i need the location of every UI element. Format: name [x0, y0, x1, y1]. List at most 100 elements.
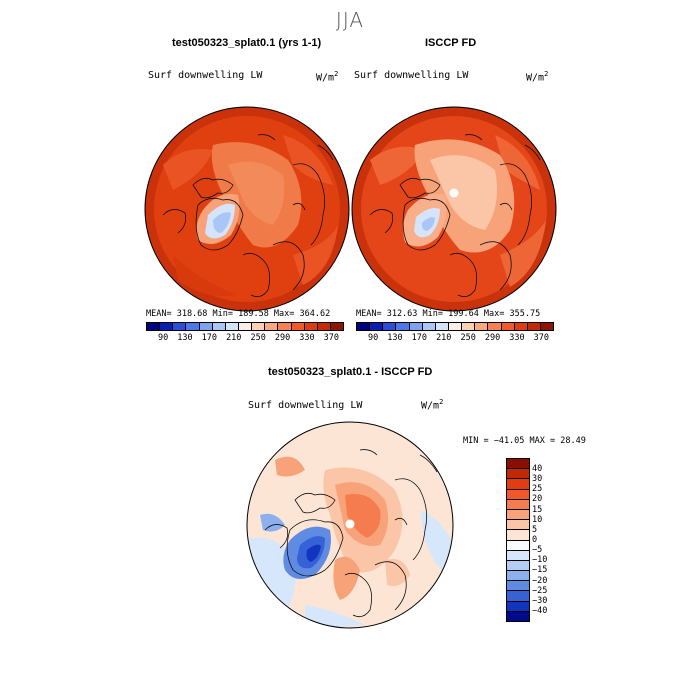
colorbar-swatch: [507, 469, 529, 480]
colorbar-swatch: [278, 323, 292, 330]
colorbar-swatch: [507, 571, 529, 582]
colorbar-swatch: [160, 323, 174, 330]
colorbar-swatch: [540, 323, 554, 330]
colorbar-right: 90 130 170 210 250 290 330 370: [356, 322, 554, 343]
colorbar-swatch: [507, 611, 529, 621]
colorbar-difference-ticks: 40 30 25 20 15 10 5 0 −5 −10 −15 −20 −25 −30 −40: [532, 464, 547, 616]
panel-left-units: W/m2: [316, 70, 339, 84]
colorbar-swatch: [252, 323, 266, 330]
colorbar-swatch: [507, 459, 529, 470]
colorbar-tick-label: 130: [177, 333, 193, 343]
panel-left-variable-label: Surf downwelling LW: [148, 70, 263, 81]
colorbar-right-ticks: 90 130 170 210 250 290 330 370: [368, 333, 549, 343]
colorbar-swatch: [507, 581, 529, 592]
colorbar-left: 90 130 170 210 250 290 330 370: [146, 322, 344, 343]
panel-left-title: test050323_splat0.1 (yrs 1-1): [172, 37, 322, 49]
panel-left-stats: MEAN= 318.68 Min= 189.58 Max= 364.62: [146, 309, 331, 319]
colorbar-swatch: [173, 323, 187, 330]
colorbar-swatch: [330, 323, 344, 330]
diff-panel-stats: MIN = −41.05 MAX = 28.49: [463, 436, 586, 446]
colorbar-tick-label: 30: [532, 474, 543, 485]
colorbar-tick-label: −5: [532, 545, 543, 556]
colorbar-swatch: [507, 601, 529, 612]
colorbar-tick-label: 40: [532, 464, 543, 474]
colorbar-swatch: [507, 530, 529, 541]
colorbar-swatch: [409, 323, 423, 330]
colorbar-swatch: [514, 323, 528, 330]
colorbar-swatch: [501, 323, 515, 330]
colorbar-swatch: [507, 509, 529, 521]
colorbar-tick-label: 290: [274, 333, 291, 343]
colorbar-swatch: [291, 323, 305, 330]
colorbar-swatch: [265, 323, 279, 330]
colorbar-swatch: [383, 323, 397, 330]
colorbar-tick-label: 130: [387, 333, 403, 343]
colorbar-tick-label: 25: [532, 484, 543, 495]
diff-panel-variable-label: Surf downwelling LW: [248, 400, 363, 411]
colorbar-tick-label: 250: [460, 333, 476, 343]
colorbar-right-swatches: [356, 322, 554, 331]
colorbar-swatch: [186, 323, 200, 330]
colorbar-tick-label: 5: [532, 524, 538, 535]
colorbar-swatch: [238, 323, 253, 330]
colorbar-swatch: [448, 323, 463, 330]
colorbar-difference-swatches: [506, 458, 530, 622]
colorbar-tick-label: 330: [509, 333, 525, 343]
polar-map-model: [144, 106, 350, 312]
colorbar-tick-label: 250: [250, 333, 266, 343]
colorbar-tick-label: −40: [532, 605, 548, 616]
colorbar-tick-label: 0: [532, 534, 538, 545]
colorbar-swatch: [396, 323, 410, 330]
colorbar-swatch: [507, 540, 529, 551]
colorbar-tick-label: −15: [532, 565, 548, 576]
panel-right-variable-label: Surf downwelling LW: [354, 70, 469, 81]
colorbar-tick-label: 10: [532, 514, 543, 525]
colorbar-tick-label: 170: [411, 333, 428, 343]
colorbar-tick-label: 170: [201, 333, 218, 343]
colorbar-tick-label: 290: [484, 333, 501, 343]
colorbar-swatch: [507, 560, 529, 572]
polar-map-difference: [246, 421, 454, 629]
colorbar-swatch: [507, 479, 529, 490]
colorbar-tick-label: 370: [323, 333, 339, 343]
colorbar-swatch: [422, 323, 436, 330]
colorbar-swatch: [435, 323, 449, 330]
colorbar-swatch: [507, 489, 529, 500]
colorbar-tick-label: 90: [368, 333, 379, 343]
colorbar-swatch: [488, 323, 502, 330]
colorbar-difference: 40 30 25 20 15 10 5 0 −5 −10 −15 −20 −25 −30 −40: [506, 458, 586, 622]
season-title: JJA: [335, 8, 365, 32]
colorbar-swatch: [147, 323, 161, 330]
colorbar-swatch: [357, 323, 371, 330]
polar-map-observations: [351, 106, 557, 312]
diff-panel-title: test050323_splat0.1 - ISCCP FD: [268, 366, 433, 378]
panel-right-stats: MEAN= 312.63 Min= 199.64 Max= 355.75: [356, 309, 541, 319]
colorbar-swatch: [304, 323, 318, 330]
diff-panel-units: W/m2: [421, 398, 444, 412]
colorbar-swatch: [370, 323, 384, 330]
colorbar-left-ticks: 90 130 170 210 250 290 330 370: [158, 333, 339, 343]
colorbar-tick-label: −30: [532, 595, 548, 606]
panel-right-units: W/m2: [526, 70, 549, 84]
colorbar-tick-label: 210: [226, 333, 242, 343]
colorbar-tick-label: −10: [532, 555, 548, 566]
colorbar-swatch: [462, 323, 476, 330]
colorbar-swatch: [527, 323, 541, 330]
colorbar-tick-label: −20: [532, 575, 548, 586]
colorbar-swatch: [507, 499, 529, 510]
colorbar-swatch: [317, 323, 331, 330]
colorbar-swatch: [475, 323, 489, 330]
colorbar-tick-label: 330: [299, 333, 315, 343]
colorbar-tick-label: 15: [532, 504, 543, 515]
colorbar-tick-label: 370: [533, 333, 549, 343]
colorbar-swatch: [212, 323, 226, 330]
colorbar-left-swatches: [146, 322, 344, 331]
colorbar-tick-label: 210: [436, 333, 452, 343]
colorbar-swatch: [507, 520, 529, 531]
colorbar-swatch: [225, 323, 239, 330]
colorbar-tick-label: 20: [532, 494, 543, 505]
panel-right-title: ISCCP FD: [425, 37, 477, 49]
colorbar-swatch: [507, 591, 529, 602]
colorbar-tick-label: −25: [532, 585, 548, 596]
colorbar-swatch: [199, 323, 213, 330]
